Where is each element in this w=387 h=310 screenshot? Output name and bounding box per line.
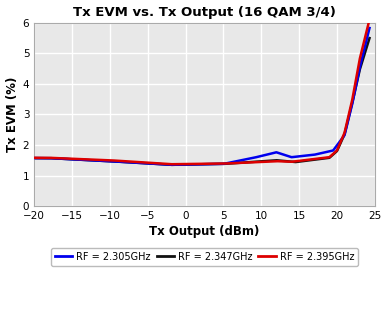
X-axis label: Tx Output (dBm): Tx Output (dBm) bbox=[149, 225, 260, 238]
Title: Tx EVM vs. Tx Output (16 QAM 3/4): Tx EVM vs. Tx Output (16 QAM 3/4) bbox=[73, 6, 336, 19]
Legend: RF = 2.305GHz, RF = 2.347GHz, RF = 2.395GHz: RF = 2.305GHz, RF = 2.347GHz, RF = 2.395… bbox=[51, 248, 358, 266]
Y-axis label: Tx EVM (%): Tx EVM (%) bbox=[5, 77, 19, 152]
